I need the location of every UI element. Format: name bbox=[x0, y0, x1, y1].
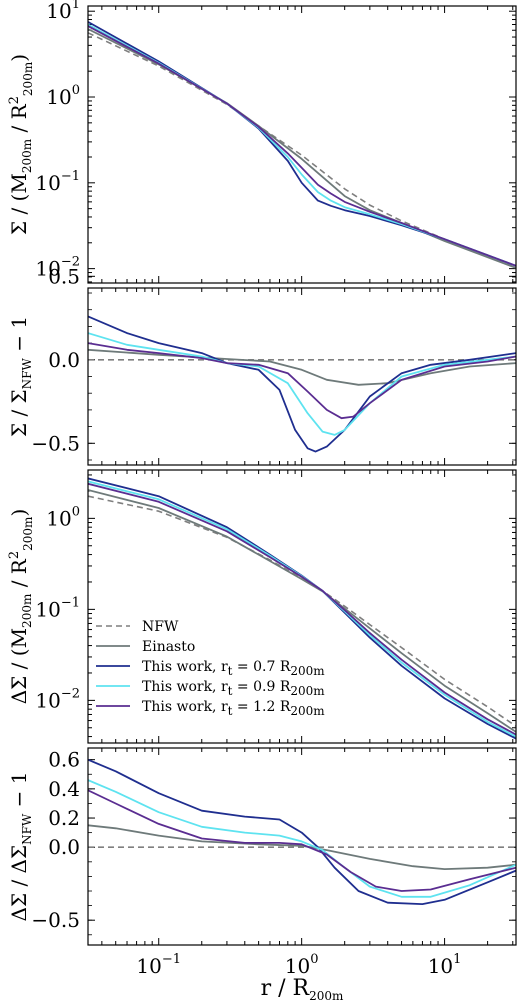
series-line-rt09 bbox=[88, 779, 516, 898]
y-tick-label: 100 bbox=[46, 83, 80, 109]
y-tick-label: 0.0 bbox=[48, 835, 80, 859]
series-line-rt12 bbox=[88, 482, 516, 736]
legend-label-rt07: This work, rt = 0.7 R200m bbox=[142, 659, 325, 678]
y-tick-label: 10−1 bbox=[35, 169, 80, 195]
legend-label-rt09: This work, rt = 0.9 R200m bbox=[142, 679, 325, 698]
series-line-rt12 bbox=[88, 342, 516, 420]
y-tick-label: 0.6 bbox=[48, 748, 80, 772]
y-tick-label: 0.5 bbox=[48, 264, 80, 288]
y-tick-label: 101 bbox=[46, 0, 80, 23]
x-tick-label: 10−1 bbox=[136, 952, 181, 978]
y-tick-label: 0.4 bbox=[48, 777, 80, 801]
legend-label-nfw: NFW bbox=[142, 619, 179, 635]
x-tick-label: 100 bbox=[285, 952, 319, 978]
y-tick-label: −0.5 bbox=[31, 908, 80, 932]
series-line-rt07 bbox=[88, 315, 516, 453]
y-tick-label: 0.2 bbox=[48, 806, 80, 830]
y-axis-label: Σ / ΣNFW − 1 bbox=[7, 316, 34, 437]
y-axis-label: ΔΣ / ΔΣNFW − 1 bbox=[7, 772, 34, 922]
axes-frame bbox=[87, 747, 517, 946]
panel-delta-sigma: 10−2 10−1 100 ΔΣ / (M200m / R2200m) bbox=[7, 469, 517, 744]
series-line-rt07 bbox=[88, 758, 516, 905]
panel-sigma-ratio: −0.5 0.0 0.5 Σ / ΣNFW − 1 bbox=[7, 264, 517, 466]
y-tick-label: 0.0 bbox=[48, 348, 80, 372]
series-line-nfw bbox=[88, 495, 516, 727]
panel-sigma: 10−2 10−1 100 101 Σ / (M200m / R2200m) bbox=[7, 0, 517, 284]
series-line-einasto bbox=[88, 28, 516, 269]
x-axis-label-text: r / R200m bbox=[261, 976, 344, 1003]
axes-frame bbox=[87, 287, 517, 466]
series-line-nfw bbox=[88, 32, 516, 268]
x-axis-label: r / R200m bbox=[261, 976, 344, 1003]
legend-label-einasto: Einasto bbox=[142, 639, 195, 655]
y-axis-label: Σ / (M200m / R2200m) bbox=[7, 54, 35, 235]
axes-frame bbox=[87, 5, 517, 284]
y-axis-label: ΔΣ / (M200m / R2200m) bbox=[7, 509, 35, 705]
y-tick-label: 10−2 bbox=[35, 255, 80, 281]
legend-label-rt12: This work, rt = 1.2 R200m bbox=[142, 699, 325, 718]
series-line-einasto bbox=[88, 348, 516, 386]
y-tick-label: 10−2 bbox=[35, 686, 80, 712]
y-tick-label: 10−1 bbox=[35, 595, 80, 621]
y-tick-label: 100 bbox=[46, 504, 80, 530]
series-line-einasto bbox=[88, 824, 516, 870]
y-tick-label: −0.5 bbox=[31, 431, 80, 455]
x-tick-label: 101 bbox=[428, 952, 462, 978]
series-line-rt09 bbox=[88, 332, 516, 436]
series-line-rt12 bbox=[88, 25, 516, 267]
panel-delta-sigma-ratio: −0.5 0.0 0.2 0.4 0.6 ΔΣ / ΔΣNFW − 1 10−1 100 101 bbox=[7, 747, 517, 978]
axes-frame bbox=[87, 469, 517, 744]
series-line-rt12 bbox=[88, 789, 516, 892]
